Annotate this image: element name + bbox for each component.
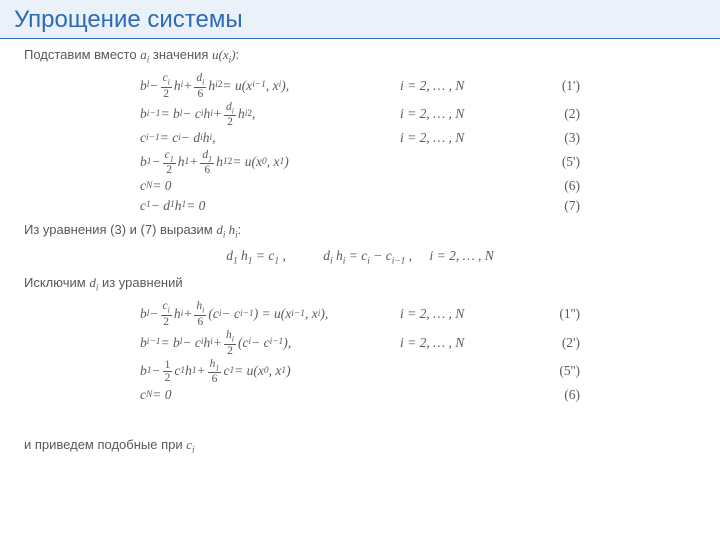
inline-range: i = 2, … , N bbox=[430, 248, 494, 263]
eq-tag: (2') bbox=[530, 334, 580, 352]
p2-text-b: : bbox=[238, 222, 242, 237]
slide-body: Подставим вместо ai значения u(xi): bl −… bbox=[0, 39, 720, 456]
eq-range: i = 2, … , N bbox=[400, 334, 530, 352]
eq-lhs: bl − ci2 hi + di6 hi2 = u(xi−1, xi), bbox=[140, 72, 400, 100]
eq-row: b1 − 12 c1 h1 + h16 c1 = u(x0, x1) (5'') bbox=[24, 358, 696, 386]
slide: Упрощение системы Подставим вместо ai зн… bbox=[0, 0, 720, 540]
eq-row: bl − ci2 hi + hi6 (ci − ci−1) = u(xi−1, … bbox=[24, 300, 696, 328]
equation-inline: d1 h1 = c1 , di hi = ci − ci−1 , i = 2, … bbox=[24, 247, 696, 268]
p4-text-a: и приведем подобные при bbox=[24, 437, 186, 452]
paragraph-1: Подставим вместо ai значения u(xi): bbox=[24, 46, 696, 66]
equation-block-2: bl − ci2 hi + hi6 (ci − ci−1) = u(xi−1, … bbox=[24, 300, 696, 405]
eq-row: bi−1 = bl − ci hi + di2 hi2, i = 2, … , … bbox=[24, 101, 696, 129]
eq-tag: (2) bbox=[530, 105, 580, 123]
paragraph-4: и приведем подобные при ci bbox=[24, 436, 696, 456]
eq-tag: (1') bbox=[530, 77, 580, 95]
var-x-sub: i bbox=[229, 55, 232, 65]
eq-lhs: bi−1 = bl − ci hi + di2 hi2, bbox=[140, 101, 400, 129]
eq-tag: (6) bbox=[530, 177, 580, 195]
p1-text-c: : bbox=[236, 47, 240, 62]
eq-row: bl − ci2 hi + di6 hi2 = u(xi−1, xi), i =… bbox=[24, 72, 696, 100]
eq-tag: (7) bbox=[530, 197, 580, 215]
eq-lhs: b1 − 12 c1 h1 + h16 c1 = u(x0, x1) bbox=[140, 358, 400, 386]
slide-title: Упрощение системы bbox=[14, 6, 706, 34]
eq-tag: (5'') bbox=[530, 362, 580, 380]
eq-row: ci−1 = ci − di hi , i = 2, … , N (3) bbox=[24, 129, 696, 147]
equation-block-1: bl − ci2 hi + di6 hi2 = u(xi−1, xi), i =… bbox=[24, 72, 696, 215]
eq-row: cN = 0 (6) bbox=[24, 386, 696, 404]
p1-text-a: Подставим вместо bbox=[24, 47, 140, 62]
eq-range: i = 2, … , N bbox=[400, 105, 530, 123]
eq-row: c1 − d1 h1 = 0 (7) bbox=[24, 197, 696, 215]
p1-text-b: значения bbox=[149, 47, 212, 62]
title-band: Упрощение системы bbox=[0, 0, 720, 39]
paragraph-3: Исключим di из уравнений bbox=[24, 274, 696, 294]
eq-lhs: ci−1 = ci − di hi , bbox=[140, 129, 400, 147]
eq-lhs: cN = 0 bbox=[140, 386, 400, 404]
var-u: u bbox=[212, 47, 219, 62]
eq-row: cN = 0 (6) bbox=[24, 177, 696, 195]
eq-lhs: cN = 0 bbox=[140, 177, 400, 195]
p2-text-a: Из уравнения (3) и (7) выразим bbox=[24, 222, 216, 237]
p3-text-b: из уравнений bbox=[98, 275, 182, 290]
eq-tag: (1'') bbox=[530, 305, 580, 323]
spacer bbox=[24, 411, 696, 433]
eq-tag: (5') bbox=[530, 153, 580, 171]
eq-lhs: c1 − d1 h1 = 0 bbox=[140, 197, 400, 215]
eq-row: bi−1 = bl − ci hi + hi2 (ci − ci−1), i =… bbox=[24, 329, 696, 357]
eq-range: i = 2, … , N bbox=[400, 305, 530, 323]
eq-lhs: bl − ci2 hi + hi6 (ci − ci−1) = u(xi−1, … bbox=[140, 300, 400, 328]
eq-range: i = 2, … , N bbox=[400, 129, 530, 147]
eq-row: b1 − c12 h1 + d16 h12 = u(x0, x1) (5') bbox=[24, 149, 696, 177]
eq-range: i = 2, … , N bbox=[400, 77, 530, 95]
eq-tag: (6) bbox=[530, 386, 580, 404]
eq-lhs: bi−1 = bl − ci hi + hi2 (ci − ci−1), bbox=[140, 329, 400, 357]
eq-lhs: b1 − c12 h1 + d16 h12 = u(x0, x1) bbox=[140, 149, 400, 177]
eq-tag: (3) bbox=[530, 129, 580, 147]
p3-text-a: Исключим bbox=[24, 275, 89, 290]
paragraph-2: Из уравнения (3) и (7) выразим di hi: bbox=[24, 221, 696, 241]
